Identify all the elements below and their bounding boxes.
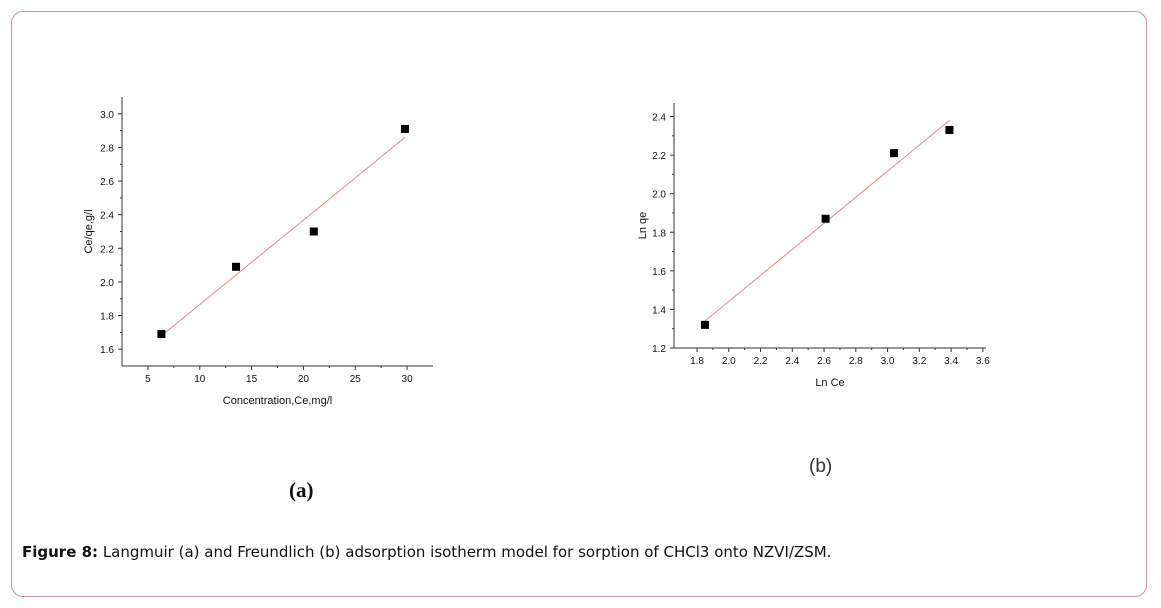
- figure-caption: Figure 8: Langmuir (a) and Freundlich (b…: [22, 543, 831, 561]
- caption-text: Langmuir (a) and Freundlich (b) adsorpti…: [98, 543, 832, 561]
- chart-b-x-tick-label: 3.4: [944, 356, 958, 367]
- chart-b-x-tick-label: 3.2: [912, 356, 926, 367]
- chart-b-x-tick-label: 2.0: [722, 356, 736, 367]
- caption-label: Figure 8:: [22, 543, 99, 561]
- chart-a-y-tick-label: 2.4: [100, 211, 114, 222]
- chart-a-x-axis-title: Concentration,Ce,mg/l: [223, 395, 332, 407]
- chart-b-data-point: [700, 320, 709, 329]
- chart-b-y-tick-label: 2.2: [652, 151, 666, 162]
- chart-a-x-tick-label: 15: [246, 374, 258, 385]
- chart-b-x-tick-label: 3.0: [881, 356, 895, 367]
- chart-a-y-tick-label: 2.0: [100, 278, 114, 289]
- chart-b-data-point: [889, 149, 898, 158]
- chart-a-y-tick-label: 3.0: [100, 110, 114, 121]
- chart-b-x-tick-label: 2.6: [817, 356, 831, 367]
- chart-b-y-axis-title: Ln qe: [637, 212, 649, 240]
- chart-a-y-tick-label: 1.8: [100, 312, 114, 323]
- chart-a-x-tick-label: 10: [194, 374, 206, 385]
- chart-b-x-tick-label: 3.6: [976, 356, 990, 367]
- chart-b-y-tick-label: 1.2: [652, 344, 666, 355]
- chart-a-y-axis-title: Ce/qe,g/l: [83, 209, 95, 253]
- chart-a-y-tick-label: 2.2: [100, 244, 114, 255]
- chart-b-y-tick-label: 2.0: [652, 190, 666, 201]
- chart-b-data-point: [821, 214, 830, 223]
- chart-a-x-tick-label: 25: [350, 374, 362, 385]
- panel-label-a: (a): [289, 478, 314, 502]
- chart-a-x-tick-label: 20: [298, 374, 310, 385]
- chart-a-y-tick-label: 2.6: [100, 177, 114, 188]
- chart-a-y-tick-label: 1.6: [100, 345, 114, 356]
- chart-b-x-tick-label: 2.8: [849, 356, 863, 367]
- chart-b-x-tick-label: 1.8: [690, 356, 704, 367]
- chart-a-data-point: [157, 330, 166, 339]
- chart-b-data-point: [945, 126, 954, 135]
- figure-frame: [11, 11, 1147, 597]
- chart-a-x-tick-label: 30: [402, 374, 414, 385]
- chart-a-y-tick-label: 2.8: [100, 143, 114, 154]
- chart-b-x-tick-label: 2.4: [785, 356, 799, 367]
- chart-a-data-point: [232, 262, 241, 271]
- chart-a-fit-line: [161, 136, 406, 337]
- panel-label-b: (b): [809, 456, 833, 477]
- chart-a-data-point: [401, 124, 410, 133]
- chart-b-y-tick-label: 1.4: [652, 305, 666, 316]
- chart-b-x-tick-label: 2.2: [754, 356, 768, 367]
- chart-a-x-tick-label: 5: [145, 374, 151, 385]
- chart-b-y-tick-label: 1.6: [652, 267, 666, 278]
- chart-b-y-tick-label: 1.8: [652, 228, 666, 239]
- chart-b-y-tick-label: 2.4: [652, 113, 666, 124]
- chart-a-data-point: [309, 227, 318, 236]
- chart-b-x-axis-title: Ln Ce: [815, 377, 844, 389]
